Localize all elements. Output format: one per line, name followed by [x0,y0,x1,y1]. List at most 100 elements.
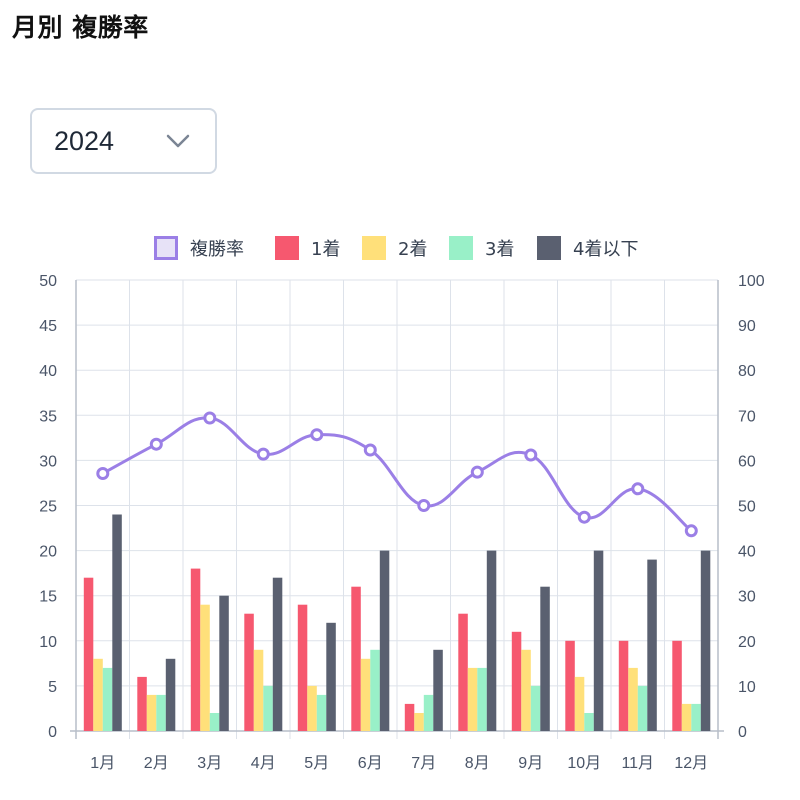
bar [414,713,424,731]
bars [83,514,711,731]
bar [253,649,264,731]
x-tick-label: 3月 [197,755,222,772]
legend-swatch [362,236,386,260]
rate-point [149,437,163,451]
x-tick-label: 2月 [144,755,169,772]
legend-swatch-rate [154,236,178,260]
y-left-tick-label: 35 [39,408,57,425]
y-left-tick-label: 30 [39,453,57,470]
bar [219,595,229,731]
legend-label: 3着 [485,239,514,260]
legend-swatch [449,236,473,260]
y-left-tick-label: 20 [39,544,57,561]
rate-point [631,482,645,496]
bar [190,568,201,731]
y-right-tick-label: 70 [738,408,756,425]
bar [165,658,176,731]
rate-point [684,524,698,538]
x-tick-label: 9月 [518,755,543,772]
rate-point [203,411,217,425]
y-right-tick-label: 80 [738,363,756,380]
bar [486,550,497,731]
x-tick-label: 6月 [358,755,383,772]
year-select[interactable]: 2024 [30,108,217,174]
x-tick-label: 4月 [251,755,276,772]
y-right-tick-label: 0 [738,724,747,741]
legend-swatch [275,236,299,260]
bar [272,577,283,731]
rate-point [310,428,324,442]
y-left-tick-label: 15 [39,589,57,606]
bar [700,550,711,731]
bar [112,514,122,731]
rate-point [577,510,591,524]
y-left-tick-label: 25 [39,499,57,516]
legend-label: 4着以下 [573,239,638,260]
x-tick-label: 10月 [567,755,601,772]
x-tick-label: 11月 [621,755,654,772]
y-right-tick-label: 40 [738,544,756,561]
bar [647,559,657,731]
y-right-tick-label: 60 [738,453,756,470]
x-tick-label: 1月 [90,755,115,772]
y-left-tick-label: 0 [48,724,57,741]
x-tick-label: 8月 [465,755,490,772]
rate-point [524,448,538,462]
bar [637,685,648,731]
y-left-tick-label: 50 [39,273,57,290]
bar [307,685,317,731]
chart-grid [76,279,718,739]
x-tick-label: 12月 [674,755,708,772]
y-right-tick-label: 20 [738,634,756,651]
bar [477,667,487,731]
rate-point [417,499,431,512]
bar [156,694,166,731]
legend-label: 2着 [398,239,427,260]
bar [433,649,443,731]
y-right-tick-label: 10 [738,679,756,696]
y-left-tick-label: 45 [39,318,57,335]
chevron-down-icon [166,134,190,148]
bar [102,667,113,731]
legend-swatch [537,236,561,260]
bar [93,658,103,731]
page-title: 月別 複勝率 [12,13,149,42]
bar [540,586,550,731]
bar [691,703,701,731]
bar [404,703,415,731]
bar [681,703,692,731]
bar [316,694,327,731]
bar [297,604,308,731]
bar [137,676,147,731]
bar [423,694,434,731]
bar [574,676,585,731]
legend: 複勝率 1着 2着 3着 4着以下 [154,236,638,260]
bar [370,649,380,731]
bar [530,685,541,731]
bar [593,550,604,731]
bar [467,667,478,731]
bar [618,640,629,731]
bar [326,622,336,731]
rate-point [363,443,377,457]
bar [628,667,638,731]
y-left-tick-label: 40 [39,363,57,380]
year-select-value: 2024 [54,126,115,156]
y-left-tick-label: 5 [48,679,57,696]
bar [521,649,531,731]
y-right-tick-label: 50 [738,499,756,516]
bar [565,640,575,731]
bar [584,713,594,731]
legend-label: 複勝率 [190,239,244,260]
y-right-tick-label: 90 [738,318,756,335]
bar [458,613,468,731]
bar [83,577,94,731]
bar [244,613,254,731]
rate-point [96,467,110,480]
y-left-tick-label: 10 [39,634,57,651]
x-tick-label: 7月 [411,755,436,772]
rate-point [470,465,484,479]
bar [351,586,361,731]
monthly-chart: 0 5 10 15 20 25 30 35 40 45 50 0 10 20 30 40 50 60 70 80 90 1… [39,236,765,772]
legend-label: 1着 [311,239,340,260]
